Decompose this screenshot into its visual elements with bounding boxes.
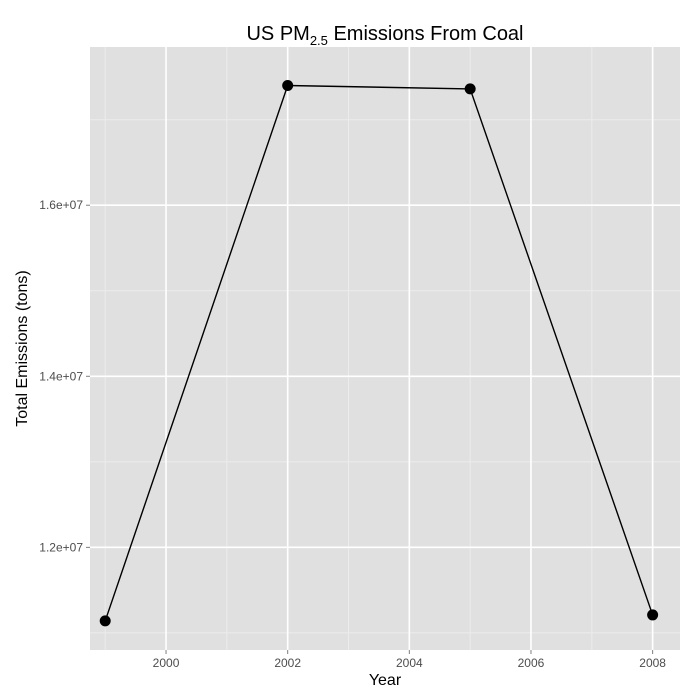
plot-panel bbox=[90, 47, 680, 650]
y-tick-label: 1.2e+07 bbox=[39, 540, 83, 554]
x-tick-label: 2002 bbox=[274, 656, 301, 670]
data-point bbox=[647, 609, 659, 621]
chart-title-suffix: Emissions From Coal bbox=[328, 23, 524, 45]
y-axis: 1.2e+07 1.4e+07 1.6e+07 bbox=[39, 198, 90, 554]
data-point bbox=[282, 79, 294, 91]
series-line bbox=[104, 84, 654, 622]
data-point bbox=[99, 615, 111, 627]
data-point bbox=[464, 83, 476, 95]
x-axis: 2000 2002 2004 2006 2008 bbox=[153, 650, 666, 670]
x-axis-title: Year bbox=[369, 672, 402, 689]
y-tick-label: 1.4e+07 bbox=[39, 369, 83, 383]
x-tick-label: 2006 bbox=[518, 656, 545, 670]
y-axis-title: Total Emissions (tons) bbox=[14, 270, 31, 427]
y-tick-label: 1.6e+07 bbox=[39, 198, 83, 212]
series-points-group bbox=[99, 79, 659, 627]
x-tick-label: 2000 bbox=[153, 656, 180, 670]
series-line-group bbox=[104, 84, 654, 622]
x-tick-label: 2008 bbox=[639, 656, 666, 670]
chart-title: US PM2.5 Emissions From Coal bbox=[246, 23, 523, 48]
chart-title-subscript: 2.5 bbox=[310, 33, 328, 48]
chart-title-main: US PM bbox=[246, 23, 309, 45]
grid-minor bbox=[90, 47, 680, 650]
x-tick-label: 2004 bbox=[396, 656, 423, 670]
